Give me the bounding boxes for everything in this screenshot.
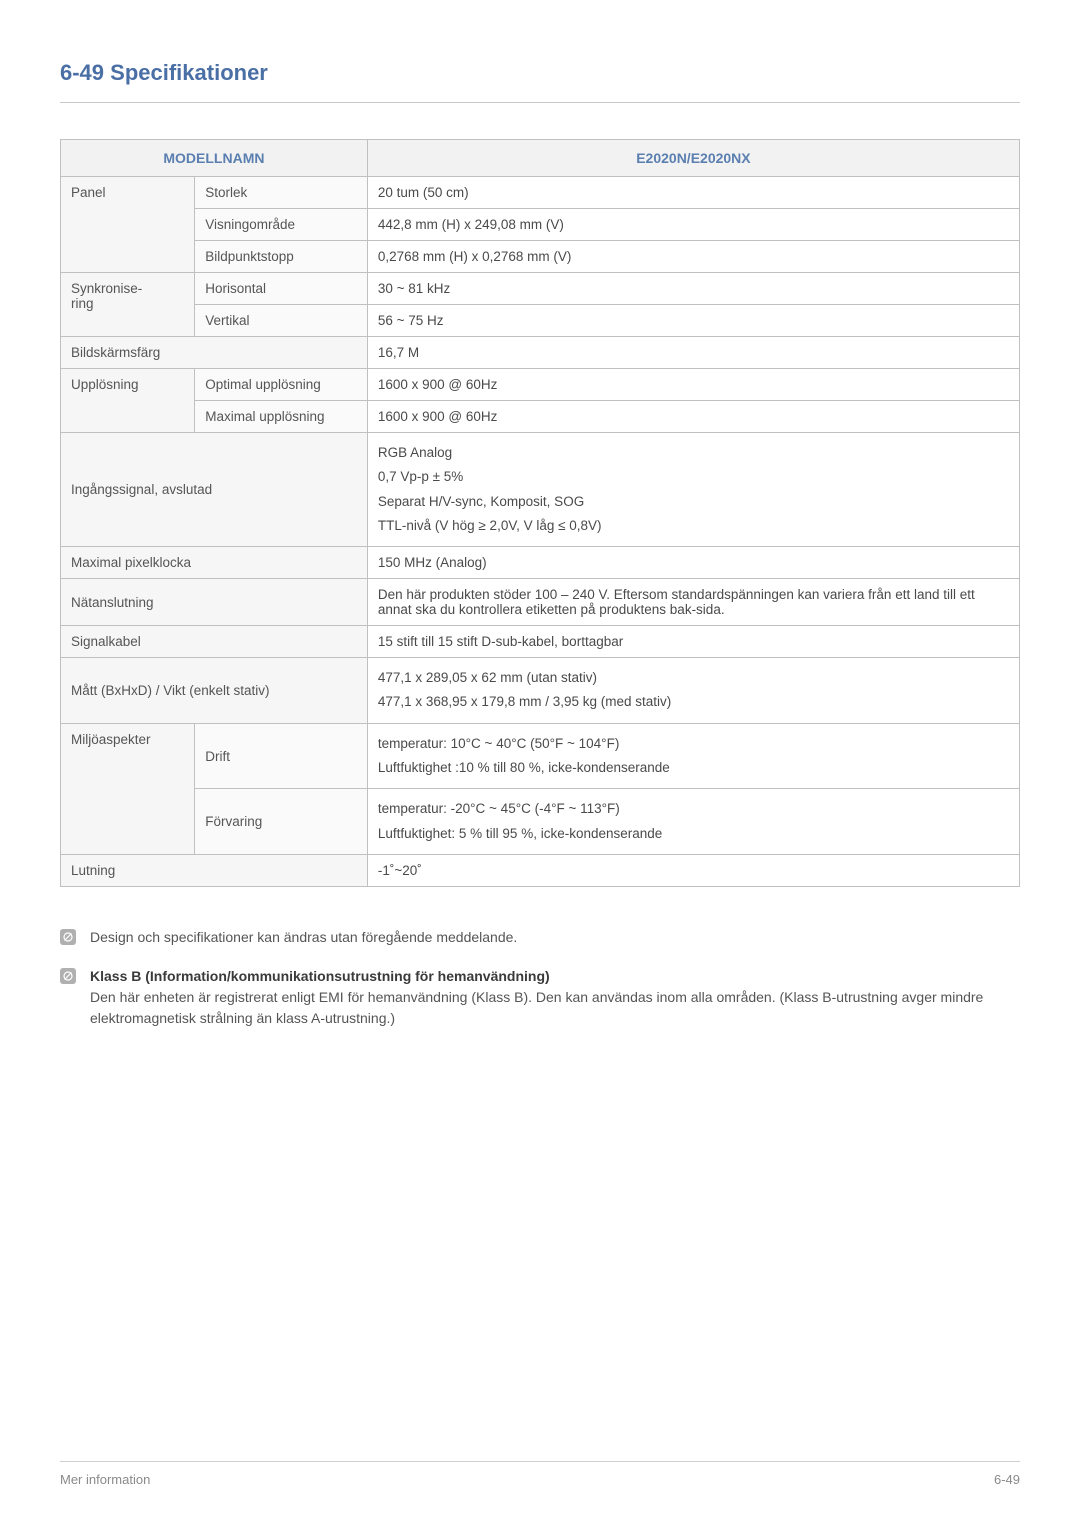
table-row: Maximal pixelklocka150 MHz (Analog) [61,547,1020,579]
spec-table: MODELLNAMN E2020N/E2020NX PanelStorlek20… [60,139,1020,887]
table-row: Ingångssignal, avslutadRGB Analog0,7 Vp-… [61,433,1020,547]
row-group: Miljöaspekter [61,723,195,854]
row-label: Bildskärmsfärg [61,337,368,369]
note-body: Klass B (Information/kommunikationsutrus… [90,966,1020,1029]
footer-right: 6-49 [994,1472,1020,1487]
row-group: Synkronise- ring [61,273,195,337]
table-header-row: MODELLNAMN E2020N/E2020NX [61,140,1020,177]
table-row: UpplösningOptimal upplösning1600 x 900 @… [61,369,1020,401]
header-model: MODELLNAMN [61,140,368,177]
row-sublabel: Horisontal [195,273,368,305]
table-row: PanelStorlek20 tum (50 cm) [61,177,1020,209]
table-row: Signalkabel15 stift till 15 stift D-sub-… [61,626,1020,658]
row-value: 150 MHz (Analog) [367,547,1019,579]
row-sublabel: Optimal upplösning [195,369,368,401]
row-label: Mått (BxHxD) / Vikt (enkelt stativ) [61,658,368,724]
page-title: 6-49 Specifikationer [60,60,1020,103]
value-line: temperatur: -20°C ~ 45°C (-4°F ~ 113°F) [378,797,1009,821]
row-value: 56 ~ 75 Hz [367,305,1019,337]
value-line: Separat H/V-sync, Komposit, SOG [378,490,1009,514]
table-row: Bildpunktstopp0,2768 mm (H) x 0,2768 mm … [61,241,1020,273]
value-line: 477,1 x 289,05 x 62 mm (utan stativ) [378,666,1009,690]
footer-left: Mer information [60,1472,150,1487]
note-text: Den här enheten är registrerat enligt EM… [90,987,1020,1029]
note-body: Design och specifikationer kan ändras ut… [90,927,1020,948]
row-label: Maximal pixelklocka [61,547,368,579]
row-value: Den här produkten stöder 100 – 240 V. Ef… [367,579,1019,626]
table-row: Mått (BxHxD) / Vikt (enkelt stativ)477,1… [61,658,1020,724]
table-row: Synkronise- ringHorisontal30 ~ 81 kHz [61,273,1020,305]
value-line: RGB Analog [378,441,1009,465]
row-sublabel: Storlek [195,177,368,209]
notes-section: Design och specifikationer kan ändras ut… [60,927,1020,1029]
note-item: Design och specifikationer kan ändras ut… [60,927,1020,948]
value-line: temperatur: 10°C ~ 40°C (50°F ~ 104°F) [378,732,1009,756]
row-value: 477,1 x 289,05 x 62 mm (utan stativ)477,… [367,658,1019,724]
row-sublabel: Förvaring [195,789,368,855]
row-sublabel: Visningområde [195,209,368,241]
table-row: Bildskärmsfärg16,7 M [61,337,1020,369]
table-row: Förvaringtemperatur: -20°C ~ 45°C (-4°F … [61,789,1020,855]
note-item: Klass B (Information/kommunikationsutrus… [60,966,1020,1029]
row-sublabel: Drift [195,723,368,789]
row-sublabel: Vertikal [195,305,368,337]
row-value: 20 tum (50 cm) [367,177,1019,209]
value-line: Luftfuktighet :10 % till 80 %, icke-kond… [378,756,1009,780]
info-icon [60,929,76,945]
note-text: Design och specifikationer kan ändras ut… [90,927,1020,948]
row-label: Lutning [61,854,368,886]
row-group: Panel [61,177,195,273]
value-line: Luftfuktighet: 5 % till 95 %, icke-konde… [378,822,1009,846]
row-value: temperatur: 10°C ~ 40°C (50°F ~ 104°F)Lu… [367,723,1019,789]
row-value: temperatur: -20°C ~ 45°C (-4°F ~ 113°F)L… [367,789,1019,855]
table-row: Maximal upplösning1600 x 900 @ 60Hz [61,401,1020,433]
info-icon [60,968,76,984]
row-value: -1˚~20˚ [367,854,1019,886]
row-group: Upplösning [61,369,195,433]
row-value: 15 stift till 15 stift D-sub-kabel, bort… [367,626,1019,658]
value-line: 477,1 x 368,95 x 179,8 mm / 3,95 kg (med… [378,690,1009,714]
table-row: NätanslutningDen här produkten stöder 10… [61,579,1020,626]
page-footer: Mer information 6-49 [60,1461,1020,1487]
row-sublabel: Bildpunktstopp [195,241,368,273]
row-label: Ingångssignal, avslutad [61,433,368,547]
row-label: Signalkabel [61,626,368,658]
row-value: 1600 x 900 @ 60Hz [367,401,1019,433]
table-row: Visningområde442,8 mm (H) x 249,08 mm (V… [61,209,1020,241]
table-row: Vertikal56 ~ 75 Hz [61,305,1020,337]
value-line: 0,7 Vp-p ± 5% [378,465,1009,489]
table-row: Lutning-1˚~20˚ [61,854,1020,886]
row-value: 16,7 M [367,337,1019,369]
row-value: 442,8 mm (H) x 249,08 mm (V) [367,209,1019,241]
row-label: Nätanslutning [61,579,368,626]
row-sublabel: Maximal upplösning [195,401,368,433]
row-value: 1600 x 900 @ 60Hz [367,369,1019,401]
header-value: E2020N/E2020NX [367,140,1019,177]
table-row: MiljöaspekterDrifttemperatur: 10°C ~ 40°… [61,723,1020,789]
row-value: 0,2768 mm (H) x 0,2768 mm (V) [367,241,1019,273]
row-value: RGB Analog0,7 Vp-p ± 5%Separat H/V-sync,… [367,433,1019,547]
row-value: 30 ~ 81 kHz [367,273,1019,305]
note-title: Klass B (Information/kommunikationsutrus… [90,966,1020,987]
value-line: TTL-nivå (V hög ≥ 2,0V, V låg ≤ 0,8V) [378,514,1009,538]
